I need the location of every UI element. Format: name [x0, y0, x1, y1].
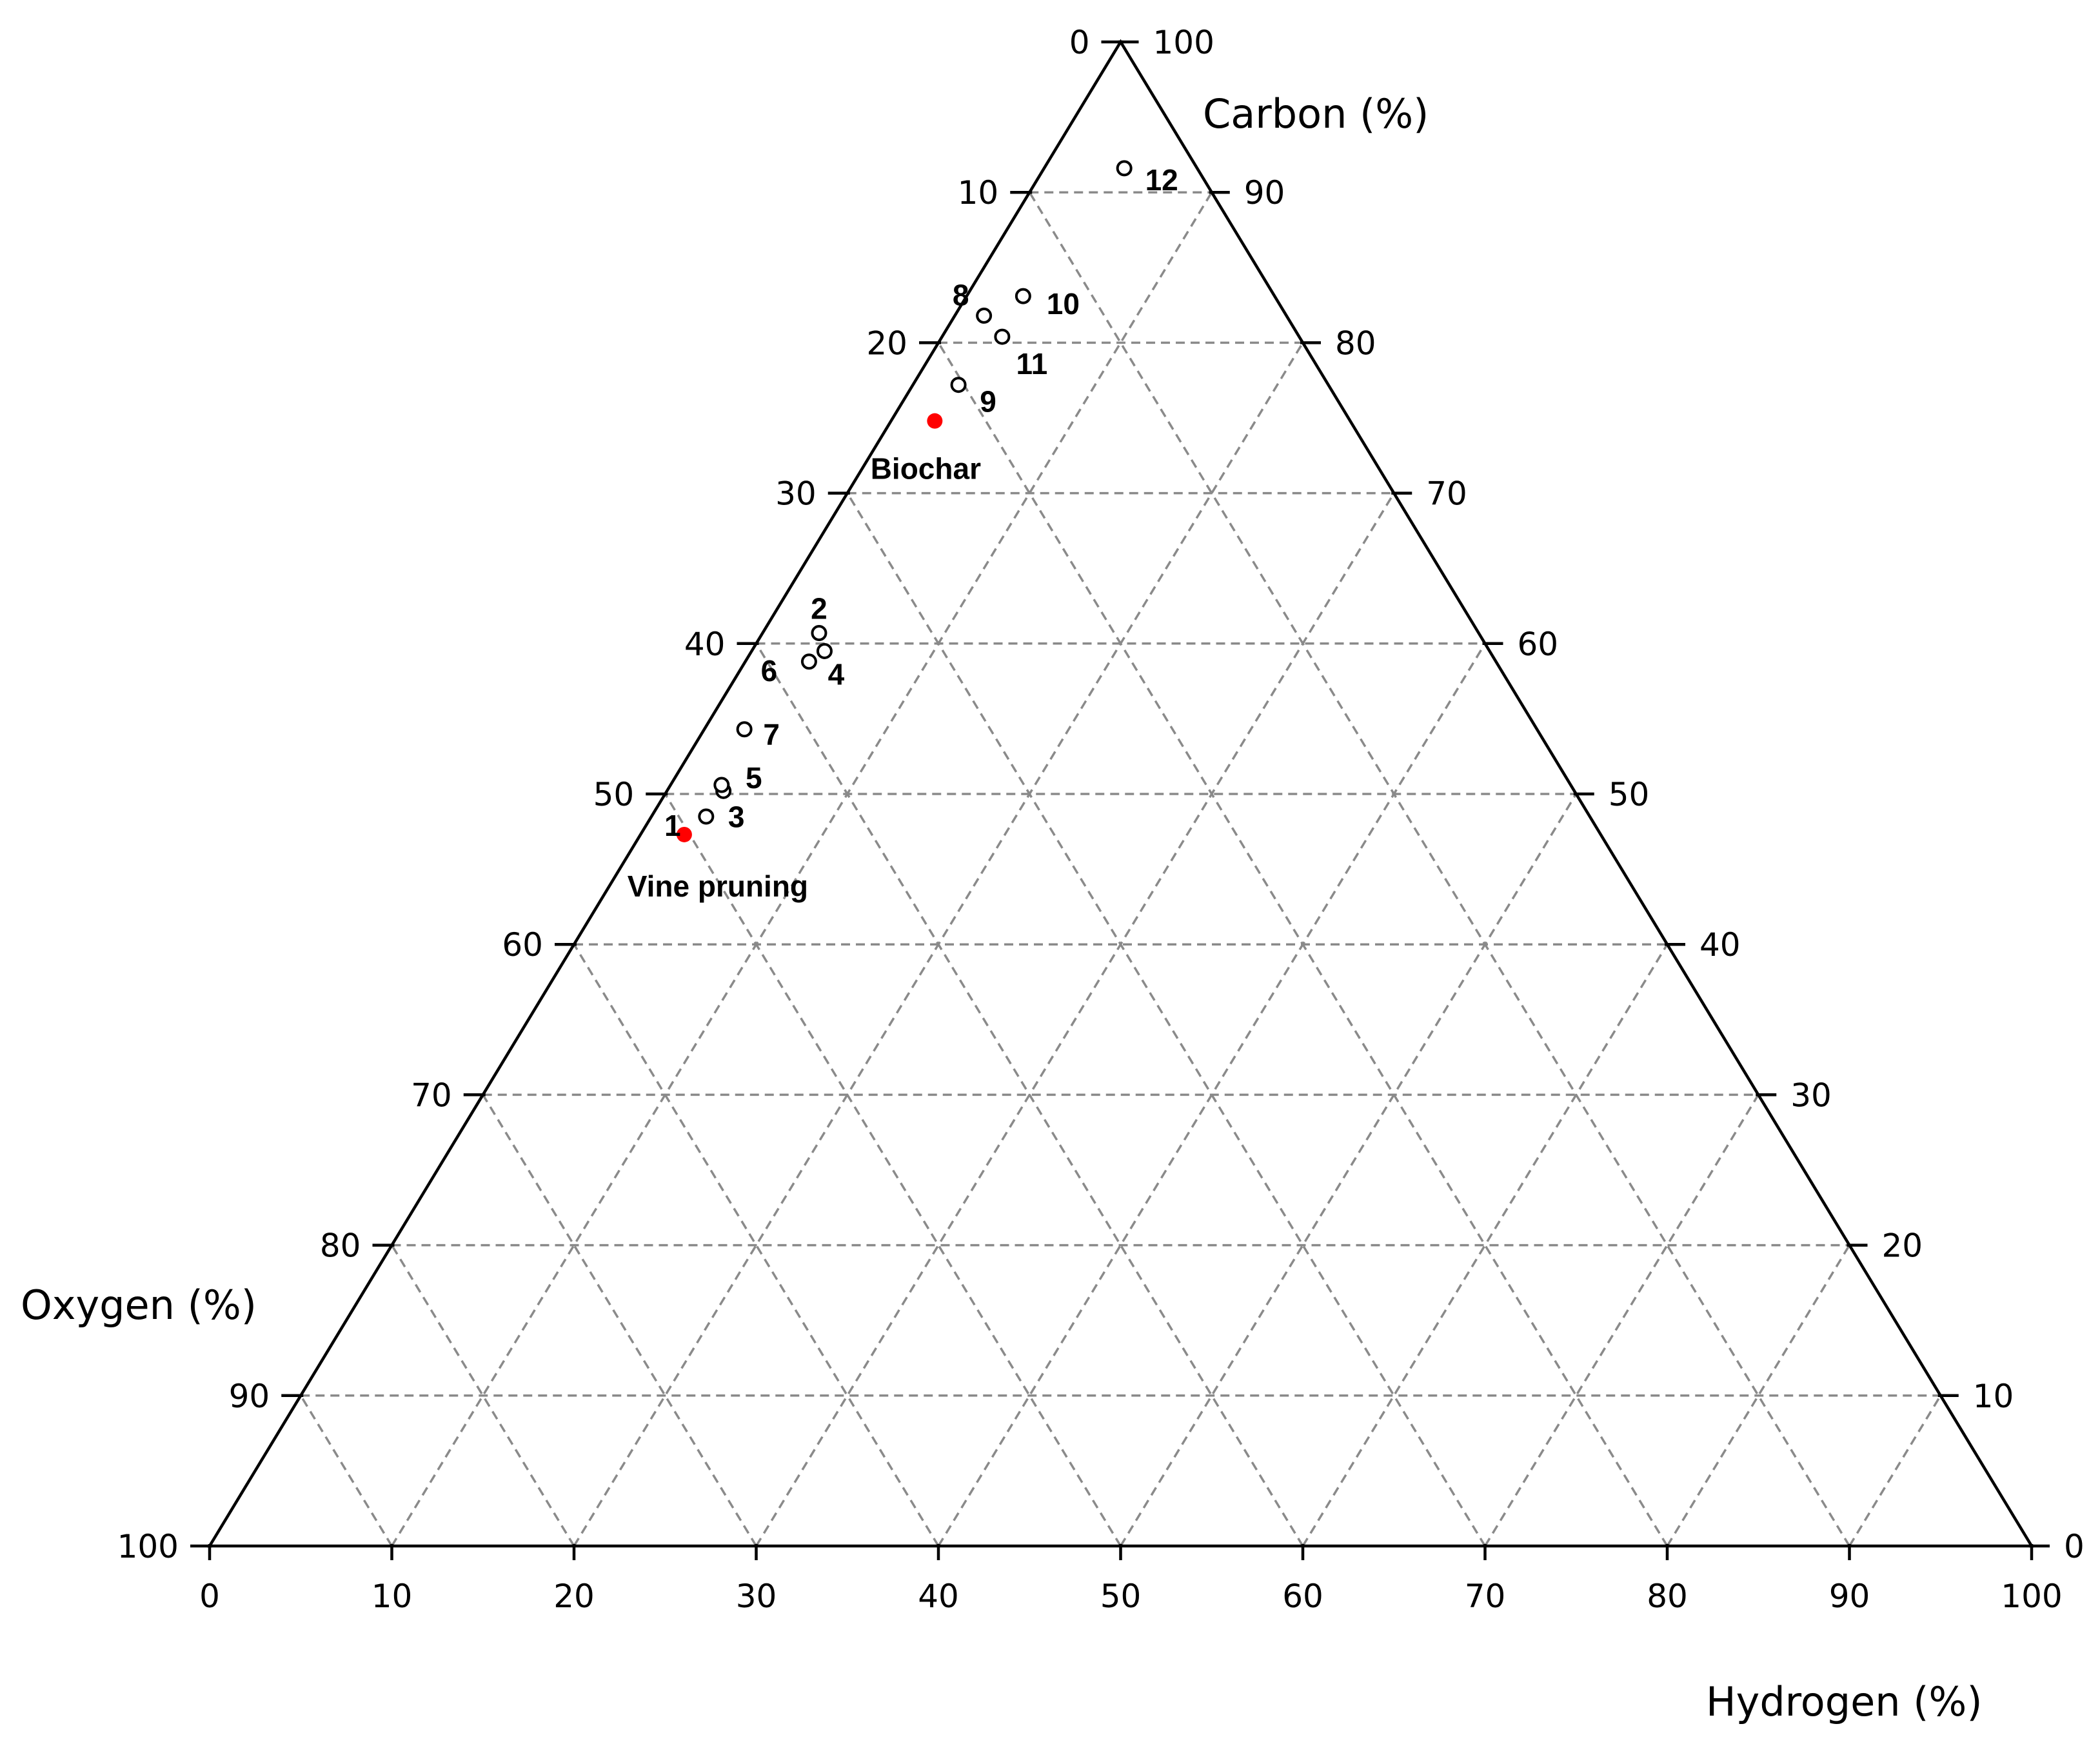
- oxygen-tick-label-90: 90: [229, 1378, 270, 1415]
- point-label-5: 5: [746, 761, 762, 795]
- point-label-vine-pruning: Vine pruning: [628, 869, 808, 903]
- carbon-tick-label-80: 80: [1335, 324, 1376, 362]
- oxygen-tick-label-50: 50: [593, 776, 635, 813]
- hydrogen-tick-label-40: 40: [918, 1578, 959, 1615]
- point-label-2: 2: [811, 591, 827, 625]
- oxygen-tick-label-100: 100: [117, 1528, 179, 1565]
- grid-line-oxygen-40: [573, 944, 940, 1547]
- point-10: [1015, 288, 1031, 304]
- data-points: [676, 160, 1133, 842]
- point-label-12: 12: [1145, 163, 1178, 197]
- carbon-tick-label-100: 100: [1153, 24, 1214, 61]
- hydrogen-tick-label-100: 100: [2001, 1578, 2062, 1615]
- oxygen-tick-label-0: 0: [1069, 24, 1090, 61]
- point-6: [800, 653, 817, 670]
- hydrogen-tick-label-50: 50: [1100, 1578, 1142, 1615]
- point-label-1: 1: [664, 809, 681, 842]
- point-label-10: 10: [1047, 287, 1080, 321]
- point-1: [698, 808, 715, 825]
- point-label-3: 3: [728, 800, 745, 833]
- point-4: [816, 642, 833, 659]
- point-11: [994, 328, 1011, 345]
- point-12: [1116, 160, 1133, 177]
- oxygen-tick-label-10: 10: [958, 174, 999, 212]
- hydrogen-tick-label-0: 0: [199, 1578, 220, 1615]
- point-label-6: 6: [761, 654, 778, 688]
- oxygen-tick-label-80: 80: [320, 1227, 361, 1265]
- grid-line-oxygen-90: [1028, 192, 1850, 1547]
- point-label-9: 9: [980, 385, 996, 419]
- oxygen-tick-label-40: 40: [684, 626, 726, 663]
- point-9: [950, 377, 967, 393]
- hydrogen-tick-label-60: 60: [1282, 1578, 1323, 1615]
- grid-line-oxygen-50: [664, 793, 1122, 1547]
- hydrogen-tick-label-90: 90: [1829, 1578, 1870, 1615]
- point-label-11: 11: [1016, 347, 1048, 381]
- hydrogen-tick-label-30: 30: [736, 1578, 777, 1615]
- grid-line-hydrogen-90: [1848, 1394, 1942, 1547]
- point-8: [976, 307, 993, 324]
- grid-line-hydrogen-30: [755, 492, 1395, 1547]
- hydrogen-tick-label-10: 10: [371, 1578, 413, 1615]
- point-2: [811, 624, 827, 641]
- triangle-frame: [207, 39, 2034, 1548]
- point-biochar: [927, 413, 943, 429]
- grid-line-oxygen-10: [299, 1394, 393, 1547]
- grid-lines: [299, 191, 1942, 1547]
- carbon-tick-label-40: 40: [1699, 926, 1741, 964]
- carbon-tick-label-20: 20: [1882, 1227, 1923, 1265]
- carbon-tick-label-50: 50: [1609, 776, 1650, 813]
- carbon-axis-label: Carbon (%): [1203, 90, 1429, 137]
- carbon-tick-label-0: 0: [2064, 1528, 2085, 1565]
- point-label-8: 8: [953, 278, 969, 312]
- grid-line-oxygen-30: [482, 1094, 757, 1547]
- grid-line-hydrogen-10: [391, 192, 1213, 1547]
- hydrogen-tick-label-70: 70: [1465, 1578, 1506, 1615]
- carbon-tick-label-60: 60: [1518, 626, 1559, 663]
- point-7: [736, 721, 753, 738]
- grid-line-oxygen-80: [937, 342, 1669, 1547]
- carbon-tick-label-90: 90: [1244, 174, 1285, 212]
- carbon-tick-label-10: 10: [1973, 1378, 2014, 1415]
- oxygen-tick-label-60: 60: [502, 926, 543, 964]
- carbon-tick-label-30: 30: [1790, 1076, 1832, 1114]
- point-label-4: 4: [828, 657, 845, 691]
- oxygen-axis-label: Oxygen (%): [21, 1282, 257, 1329]
- carbon-tick-label-70: 70: [1426, 475, 1467, 513]
- point-label-biochar: Biochar: [871, 452, 981, 486]
- grid-line-oxygen-60: [755, 642, 1304, 1547]
- grid-line-hydrogen-50: [1120, 793, 1578, 1547]
- hydrogen-tick-label-20: 20: [553, 1578, 595, 1615]
- point-vine-pruning: [676, 826, 692, 842]
- grid-line-hydrogen-60: [1302, 944, 1669, 1547]
- point-5: [713, 777, 730, 793]
- hydrogen-tick-label-80: 80: [1647, 1578, 1688, 1615]
- oxygen-tick-label-30: 30: [775, 475, 817, 513]
- hydrogen-axis-label: Hydrogen (%): [1706, 1678, 1983, 1725]
- oxygen-tick-label-20: 20: [866, 324, 907, 362]
- oxygen-tick-label-70: 70: [411, 1076, 452, 1114]
- grid-line-oxygen-70: [846, 492, 1486, 1547]
- point-label-7: 7: [763, 718, 780, 751]
- tick-marks: [190, 40, 2050, 1560]
- grid-line-hydrogen-70: [1484, 1094, 1759, 1547]
